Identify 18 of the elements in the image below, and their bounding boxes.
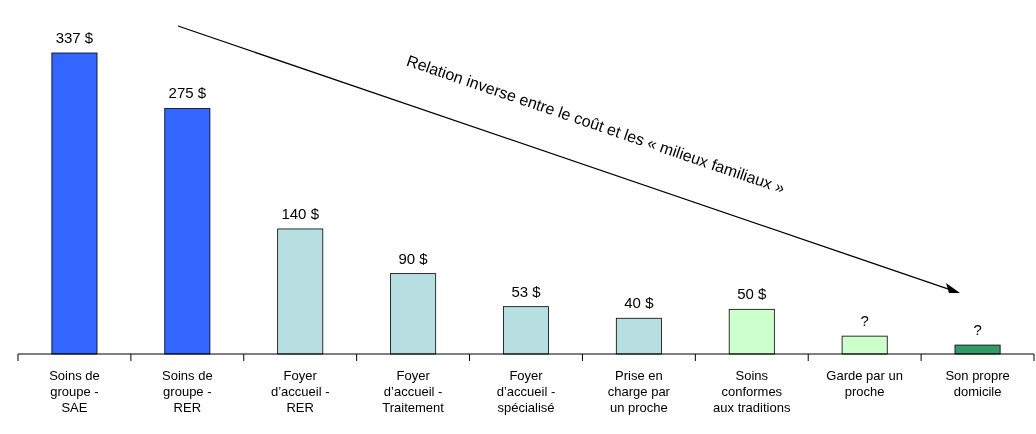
x-tick-label: Soins de groupe - RER [162, 368, 213, 415]
x-tick-label: Foyer d’accueil - Traitement [382, 368, 445, 415]
data-label: ? [973, 321, 982, 339]
data-label: 275 $ [168, 84, 207, 102]
x-tick-label: Garde par un proche [826, 368, 903, 399]
data-label: 337 $ [55, 29, 94, 46]
data-label: 140 $ [281, 204, 320, 222]
data-label: 53 $ [511, 282, 542, 300]
x-tick-label: Son propre domicile [945, 368, 1010, 399]
x-tick-label: Prise en charge par un proche [607, 368, 671, 415]
x-tick-label: Soins de groupe - SAE [49, 368, 100, 415]
data-label: 50 $ [737, 285, 768, 303]
data-label: 90 $ [398, 249, 429, 267]
data-label: ? [860, 312, 869, 330]
x-tick-label: Soins conformes aux traditions [713, 368, 791, 415]
x-tick-label: Foyer d’accueil - spécialisé [496, 368, 556, 415]
x-tick-label: Foyer d’accueil - RER [270, 368, 330, 415]
data-label: 40 $ [624, 294, 655, 312]
